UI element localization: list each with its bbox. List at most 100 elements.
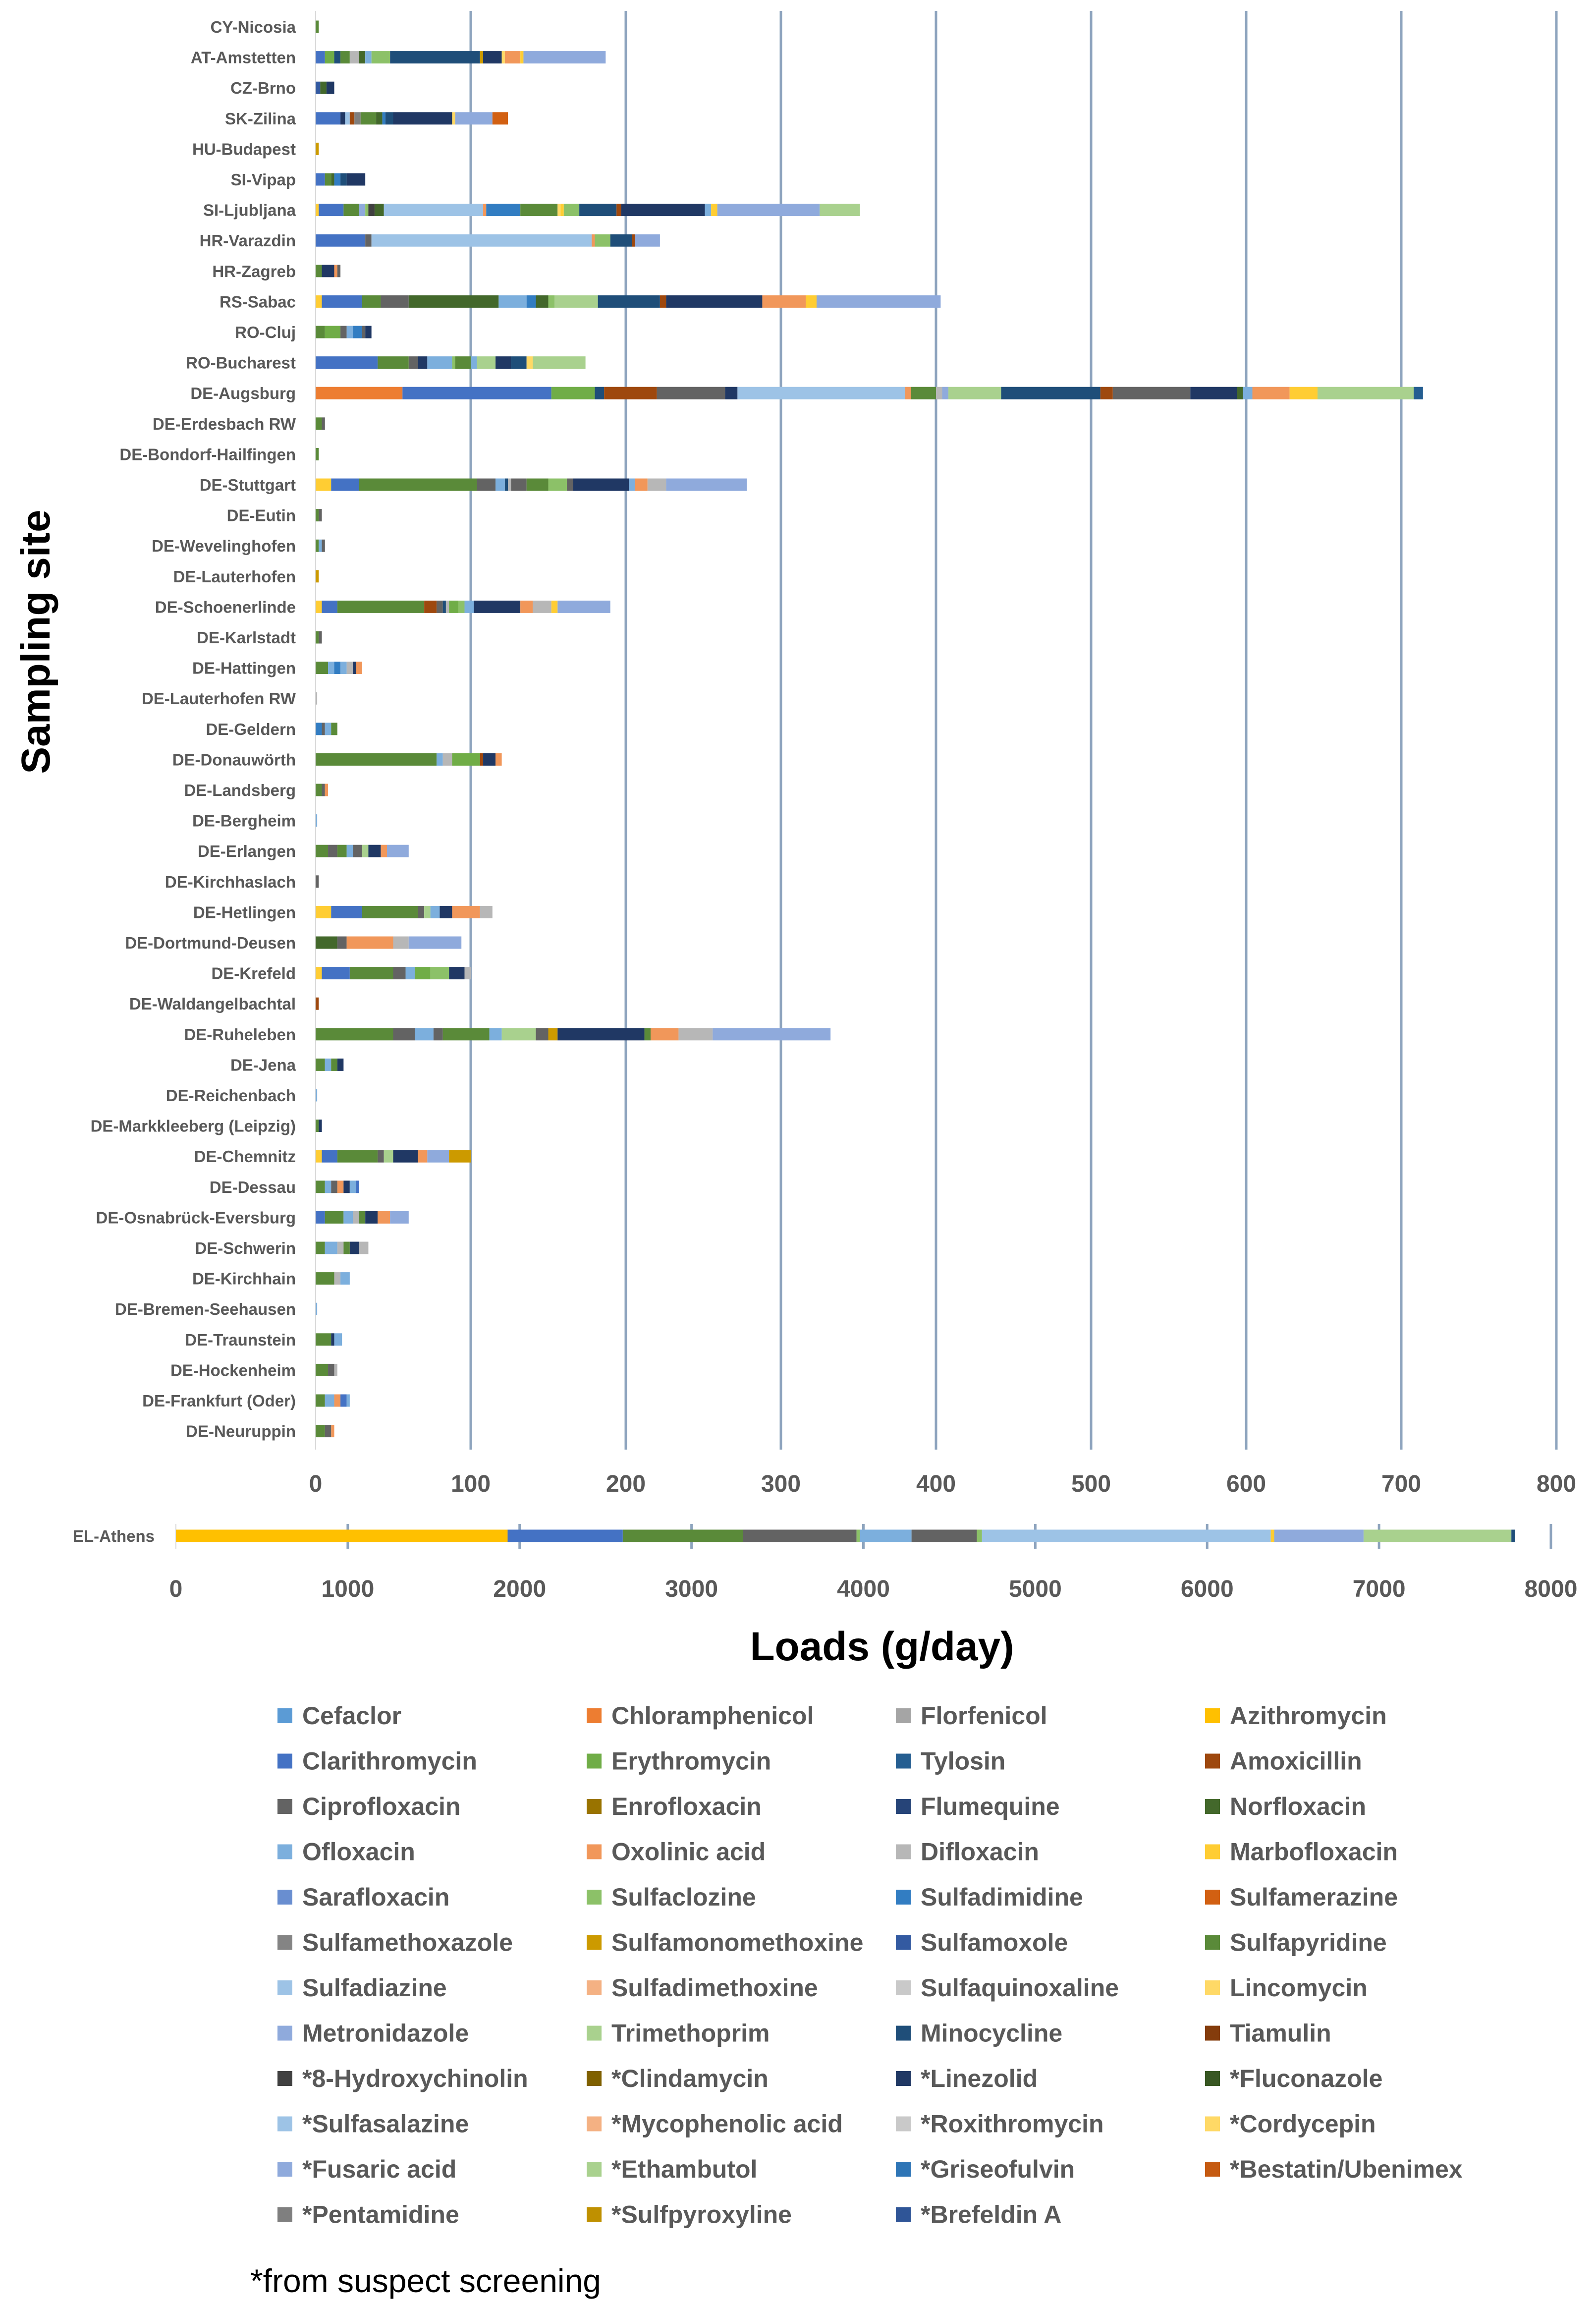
bar-segment-de-lauterhofen-rw-difloxacin <box>316 692 318 705</box>
legend-swatch-sulfamethoxazole <box>277 1935 292 1950</box>
bar-segment-si-ljubljana-marbofloxacin <box>711 204 717 217</box>
site-label: SI-Ljubljana <box>203 201 296 220</box>
legend-label-norfloxacin: Norfloxacin <box>1230 1793 1366 1820</box>
legend-label-sarafloxacin: Sarafloxacin <box>302 1883 449 1911</box>
bar-segment-si-ljubljana-linezolid <box>621 204 705 217</box>
bar-segment-de-ruheleben-ciprofloxacin <box>433 1028 443 1041</box>
bar-segment-si-ljubljana-8-hydroxychinolin <box>368 204 375 217</box>
bar-segment-de-erdesbach-rw-sulfapyridine <box>316 417 322 430</box>
site-label: DE-Erdesbach RW <box>153 415 296 433</box>
legend-swatch-mycophenolic-acid <box>587 2116 602 2132</box>
bar-segment-de-traunstein-sulfapyridine <box>316 1333 331 1346</box>
site-label: DE-Jena <box>230 1056 296 1074</box>
site-label: DE-Geldern <box>206 720 296 738</box>
legend-label-cefaclor: Cefaclor <box>302 1702 401 1730</box>
legend-label-metronidazole: Metronidazole <box>302 2020 469 2047</box>
bar-segment-at-amstetten-sulfaclozine <box>371 51 390 64</box>
inset-bar-segment-sulfadiazine <box>982 1529 1271 1542</box>
bar-segment-ro-bucharest-ofloxacin <box>427 356 452 369</box>
site-label: DE-Augsburg <box>190 384 296 402</box>
bar-segment-de-schoenerlinde-clarithromycin <box>322 600 337 613</box>
bar-segment-hr-varazdin-metronidazole <box>635 234 660 247</box>
bar-segment-de-kirchhain-sulfapyridine <box>316 1272 334 1285</box>
site-label: DE-Ruheleben <box>184 1025 296 1044</box>
bar-segment-si-ljubljana-sulfadiazine <box>384 204 484 217</box>
bar-segment-sk-zilina-metronidazole <box>455 112 493 125</box>
bar-segment-de-eutin-ciprofloxacin <box>319 509 322 522</box>
inset-bar-segment-trimethoprim <box>1363 1529 1512 1542</box>
bar-segment-sk-zilina-linezolid <box>340 112 345 125</box>
bar-segment-sk-zilina-lincomycin <box>452 112 455 125</box>
bar-segment-sk-zilina-sulfadiazine <box>345 112 350 125</box>
bar-segment-de-erlangen-metronidazole <box>386 844 409 857</box>
x-axis-title: Loads (g/day) <box>750 1624 1014 1669</box>
bar-segment-ro-bucharest-lincomycin <box>526 356 533 369</box>
bar-segment-de-stuttgart-difloxacin <box>508 478 511 491</box>
bar-segment-de-stuttgart-ciprofloxacin <box>511 478 527 491</box>
bar-segment-at-amstetten-norfloxacin <box>359 51 366 64</box>
inset-x-tick-label: 0 <box>169 1576 183 1602</box>
bar-segment-ro-bucharest-clarithromycin <box>316 356 378 369</box>
legend-label-sulfamoxole: Sulfamoxole <box>921 1929 1068 1957</box>
bar-segment-at-amstetten-lincomycin <box>501 51 505 64</box>
main-x-tick-label: 300 <box>761 1471 801 1497</box>
inset-bar-segment-metronidazole <box>1274 1529 1364 1542</box>
bar-segment-de-hetlingen-ciprofloxacin <box>418 905 425 918</box>
inset-x-tick-label: 2000 <box>493 1576 546 1602</box>
bar-segment-ro-bucharest-ciprofloxacin <box>408 356 418 369</box>
legend-swatch-sulfapyridine <box>1205 1935 1220 1950</box>
site-label: DE-Dessau <box>210 1178 296 1196</box>
footnote: *from suspect screening <box>250 2262 601 2299</box>
bar-segment-ro-cluj-ciprofloxacin <box>362 326 366 338</box>
bar-segment-at-amstetten-erythromycin <box>325 51 334 64</box>
bar-segment-hr-zagreb-sulfapyridine <box>316 265 322 278</box>
inset-bar-segment-ciprofloxacin <box>911 1529 977 1542</box>
legend-label-difloxacin: Difloxacin <box>921 1838 1039 1866</box>
bar-segment-de-dessau-ciprofloxacin <box>331 1180 337 1193</box>
bar-segment-de-karlstadt-sulfapyridine <box>316 631 319 644</box>
bar-segment-de-markkleeberg-leipzig-linezolid <box>319 1120 322 1132</box>
bar-segment-de-schoenerlinde-amoxicillin <box>424 600 437 613</box>
bar-segment-si-ljubljana-norfloxacin <box>374 204 384 217</box>
inset-bar-segment-sulfaclozine <box>856 1529 860 1542</box>
legend-swatch-fluconazole <box>1205 2071 1220 2086</box>
bar-segment-de-stuttgart-sulfapyridine <box>359 478 477 491</box>
site-label: DE-Osnabrück-Eversburg <box>96 1208 296 1227</box>
bar-segment-de-donauw-rth-linezolid <box>483 753 496 766</box>
legend-swatch-sulfaclozine <box>587 1890 602 1905</box>
inset-x-tick-label: 3000 <box>665 1576 718 1602</box>
legend-swatch-clarithromycin <box>277 1753 292 1769</box>
legend-label-sulfamethoxazole: Sulfamethoxazole <box>302 1929 513 1957</box>
inset-bars <box>176 1529 1515 1542</box>
bar-segment-de-augsburg-oxolinic-acid <box>905 387 911 399</box>
inset-bar-segment-ofloxacin <box>860 1529 912 1542</box>
legend-label-lincomycin: Lincomycin <box>1230 1974 1368 2002</box>
legend-swatch-linezolid <box>896 2071 911 2086</box>
legend-swatch-brefeldin-a <box>896 2207 911 2222</box>
bar-segment-si-ljubljana-clarithromycin <box>319 204 344 217</box>
bar-segment-de-schoenerlinde-ofloxacin <box>464 600 474 613</box>
bar-segment-de-dessau-sulfapyridine <box>316 1180 325 1193</box>
site-label: DE-Lauterhofen <box>173 567 296 586</box>
bar-segment-de-stuttgart-ciprofloxacin <box>477 478 496 491</box>
bar-segment-at-amstetten-ofloxacin <box>365 51 372 64</box>
bar-segment-de-augsburg-trimethoprim <box>1317 387 1414 399</box>
bar-segment-de-augsburg-minocycline <box>1001 387 1101 399</box>
bar-segment-de-stuttgart-clarithromycin <box>331 478 359 491</box>
bar-segment-at-amstetten-difloxacin <box>349 51 359 64</box>
inset-x-tick-label: 4000 <box>837 1576 890 1602</box>
bar-segment-cz-brno-norfloxacin <box>320 81 327 94</box>
bar-segment-de-schwerin-difloxacin <box>337 1241 344 1254</box>
bar-segment-rs-sabac-marbofloxacin <box>806 295 817 308</box>
bar-segment-de-stuttgart-difloxacin <box>647 478 666 491</box>
site-label: DE-Traunstein <box>185 1331 296 1349</box>
legend-swatch-florfenicol <box>896 1708 911 1723</box>
bar-segment-de-schoenerlinde-minocycline <box>442 600 446 613</box>
site-label: DE-Neuruppin <box>186 1422 296 1441</box>
bar-segment-hr-zagreb-oxolinic-acid <box>334 265 337 278</box>
bar-segment-rs-sabac-clarithromycin <box>322 295 362 308</box>
bar-segment-de-neuruppin-oxolinic-acid <box>331 1425 334 1438</box>
bar-segment-de-augsburg-norfloxacin <box>1237 387 1243 399</box>
bar-segment-si-ljubljana-trimethoprim <box>820 204 860 217</box>
bar-segment-de-stuttgart-marbofloxacin <box>316 478 331 491</box>
